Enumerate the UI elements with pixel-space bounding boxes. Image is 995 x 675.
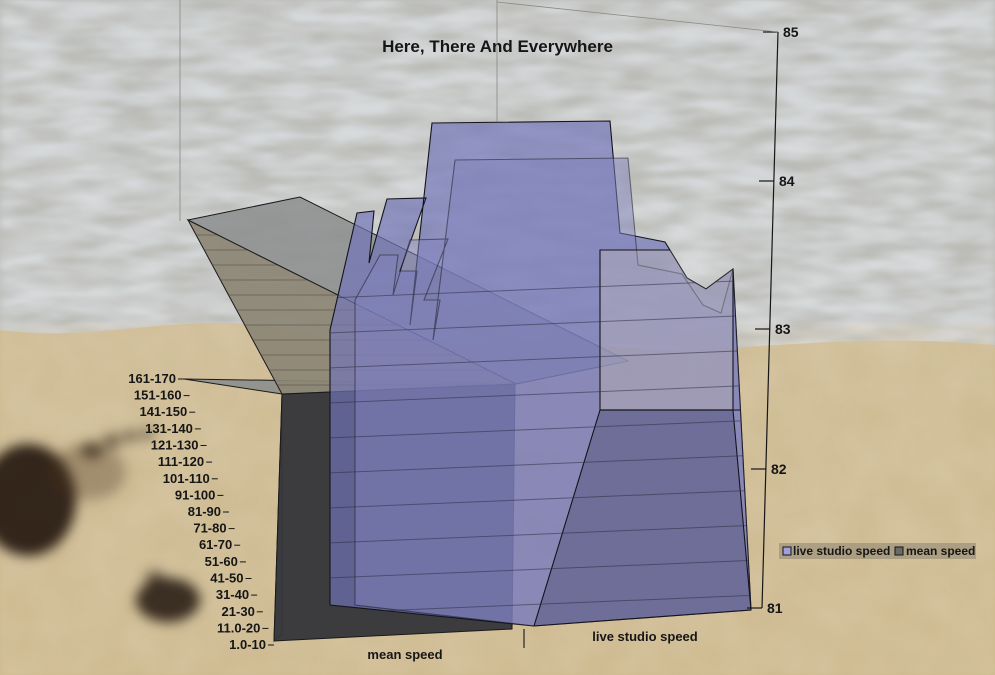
svg-text:11.0-20: 11.0-20	[217, 620, 260, 635]
svg-text:151-160: 151-160	[134, 388, 182, 403]
svg-text:51-60: 51-60	[205, 554, 238, 569]
svg-text:mean speed: mean speed	[367, 647, 442, 662]
svg-text:81: 81	[767, 600, 783, 616]
svg-text:91-100: 91-100	[175, 487, 215, 502]
svg-text:84: 84	[779, 173, 795, 189]
svg-text:101-110: 101-110	[163, 471, 210, 486]
svg-text:81-90: 81-90	[188, 504, 221, 519]
svg-text:live studio speed: live studio speed	[793, 544, 890, 558]
svg-text:121-130: 121-130	[151, 438, 199, 453]
svg-text:41-50: 41-50	[210, 571, 243, 586]
svg-text:1.0-10: 1.0-10	[229, 637, 266, 652]
svg-text:31-40: 31-40	[216, 587, 249, 602]
svg-text:141-150: 141-150	[139, 404, 187, 419]
svg-text:111-120: 111-120	[158, 454, 204, 469]
svg-text:61-70: 61-70	[199, 537, 232, 552]
svg-text:21-30: 21-30	[222, 604, 255, 619]
svg-text:71-80: 71-80	[193, 521, 226, 536]
svg-text:161-170: 161-170	[128, 371, 176, 386]
svg-text:82: 82	[771, 461, 787, 477]
svg-text:live studio speed: live studio speed	[592, 629, 698, 644]
svg-text:131-140: 131-140	[145, 421, 193, 436]
svg-text:mean speed: mean speed	[906, 544, 975, 558]
svg-text:85: 85	[783, 24, 799, 40]
svg-text:83: 83	[775, 321, 791, 337]
